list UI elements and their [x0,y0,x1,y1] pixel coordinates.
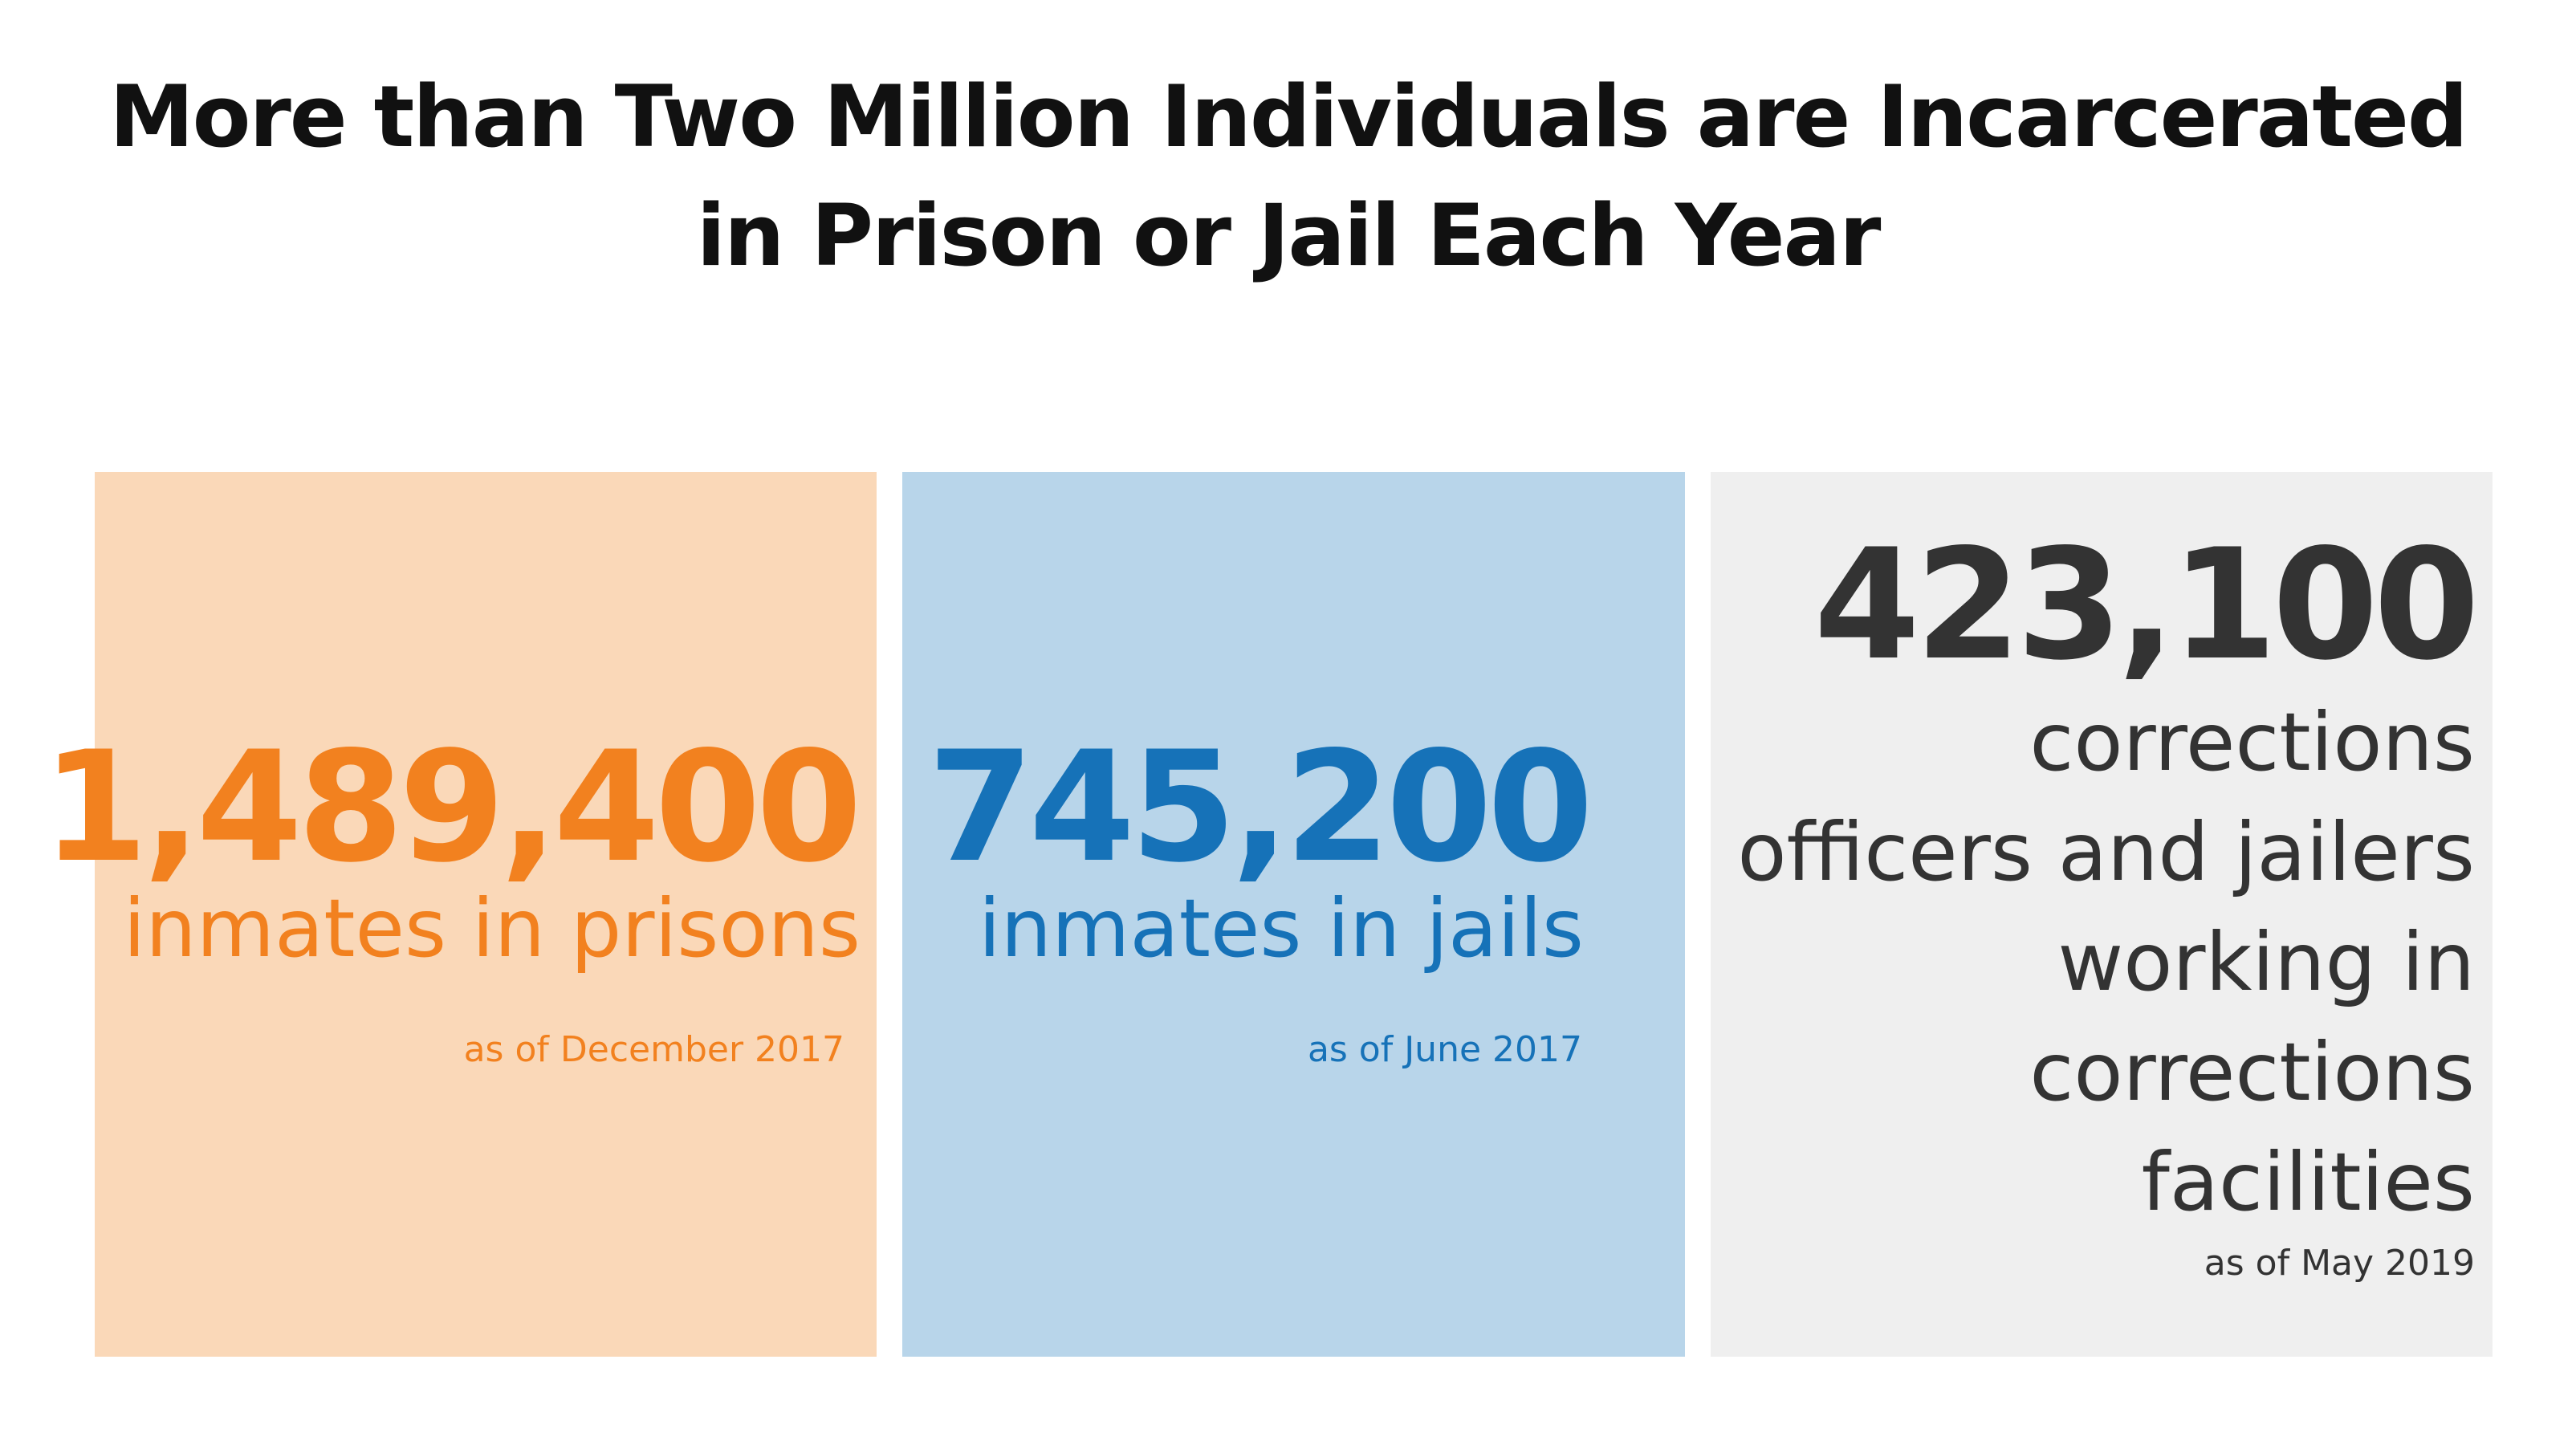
corrections-staff-stat-card: 423,100 corrections officers and jailers… [1711,472,2493,1357]
jails-stat-card: 745,200 inmates in jails as of June 2017 [902,472,1685,1357]
staff-stat-label-line-4: corrections [2029,1025,2475,1119]
staff-stat-label: corrections officers and jailers working… [1720,687,2475,1237]
jails-stat-number: 745,200 [927,718,1593,896]
jails-stat-date: as of June 2017 [1307,1029,1582,1070]
staff-stat-label-line-3: working in [2057,915,2475,1009]
staff-stat-label-line-5: facilities [2141,1135,2475,1229]
page-title-line-2: in Prison or Jail Each Year [696,186,1882,285]
staff-stat-label-line-2: officers and jailers [1737,805,2475,899]
prisons-stat-number: 1,489,400 [42,718,862,896]
prisons-stat-date: as of December 2017 [463,1029,844,1070]
staff-stat-label-line-1: corrections [2029,695,2475,789]
page-title-line-1: More than Two Million Individuals are In… [109,67,2468,166]
staff-stat-number: 423,100 [1813,516,2480,694]
page-title: More than Two Million Individuals are In… [0,58,2576,295]
prisons-stat-label: inmates in prisons [123,881,861,975]
prisons-stat-card: 1,489,400 inmates in prisons as of Decem… [42,472,877,1357]
staff-stat-date: as of May 2019 [2204,1243,2475,1284]
jails-stat-label: inmates in jails [978,881,1584,975]
